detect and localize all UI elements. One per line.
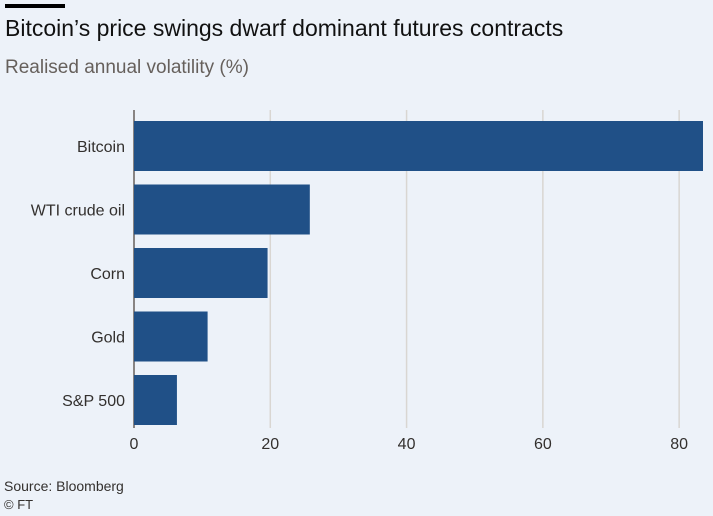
ft-top-bar: [5, 4, 65, 8]
bar-corn: [134, 248, 268, 298]
x-axis-ticks: 0 20 40 60 80: [130, 436, 689, 453]
bars: [134, 121, 703, 425]
chart-title: Bitcoin’s price swings dwarf dominant fu…: [5, 15, 564, 41]
category-label-corn: Corn: [90, 266, 125, 283]
tick-label-20: 20: [261, 436, 279, 453]
category-labels: Bitcoin WTI crude oil Corn Gold S&P 500: [31, 139, 125, 410]
source-note: Source: Bloomberg: [4, 478, 124, 494]
tick-label-40: 40: [398, 436, 416, 453]
category-label-s-p-500: S&P 500: [62, 393, 125, 410]
bar-bitcoin: [134, 121, 703, 171]
copyright-note: © FT: [4, 497, 34, 512]
tick-label-0: 0: [130, 436, 139, 453]
bar-wti-crude-oil: [134, 184, 310, 235]
chart-subtitle: Realised annual volatility (%): [5, 57, 249, 78]
category-label-gold: Gold: [91, 330, 125, 347]
tick-label-60: 60: [534, 436, 552, 453]
bar-s-p-500: [134, 375, 177, 425]
bar-gold: [134, 311, 208, 362]
tick-label-80: 80: [670, 436, 688, 453]
category-label-bitcoin: Bitcoin: [77, 139, 125, 156]
category-label-wti-crude-oil: WTI crude oil: [31, 203, 125, 220]
